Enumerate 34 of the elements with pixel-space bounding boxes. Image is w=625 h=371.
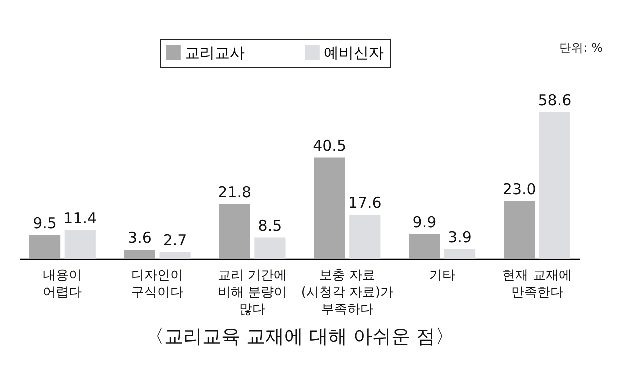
bar xyxy=(219,204,250,259)
bar xyxy=(504,202,536,259)
data-label: 40.5 xyxy=(313,136,346,155)
data-label: 8.5 xyxy=(258,216,282,235)
bar xyxy=(444,249,476,259)
data-label: 2.7 xyxy=(163,231,188,250)
text: 단위: % xyxy=(560,40,603,57)
legend-label: 교리교사 xyxy=(185,44,245,62)
data-label: 58.6 xyxy=(538,92,572,110)
x-tick-label: 보충 자료 (시청각 자료)가 부족하다 xyxy=(301,268,394,318)
data-label: 3.6 xyxy=(128,229,152,247)
x-tick-label: 현재 교재에 만족한다 xyxy=(502,268,572,300)
bar xyxy=(314,158,346,259)
bar xyxy=(539,112,571,259)
data-label: 23.0 xyxy=(502,180,536,198)
data-label: 9.9 xyxy=(412,213,437,232)
bar xyxy=(124,250,156,259)
data-label: 21.8 xyxy=(218,184,252,202)
bar xyxy=(409,234,440,259)
bar xyxy=(254,238,286,259)
x-tick-label: 디자인이 구식이다 xyxy=(132,268,184,300)
bar xyxy=(350,215,381,259)
bar xyxy=(29,235,61,259)
data-label: 17.6 xyxy=(348,194,382,212)
x-tick-label: 기타 xyxy=(429,268,456,284)
data-label: 9.5 xyxy=(33,214,57,232)
bar xyxy=(160,252,191,259)
legend-label: 예비신자 xyxy=(324,44,384,62)
data-label: 11.4 xyxy=(64,210,98,228)
bar xyxy=(64,230,96,259)
text: 〈교리교육 교재에 대해 아쉬운 점〉 xyxy=(145,326,455,348)
x-tick-label: 내용이 어렵다 xyxy=(43,268,82,300)
x-tick-label: 교리 기간에 비해 분량이 많다 xyxy=(218,268,288,318)
data-label: 3.9 xyxy=(448,228,472,246)
